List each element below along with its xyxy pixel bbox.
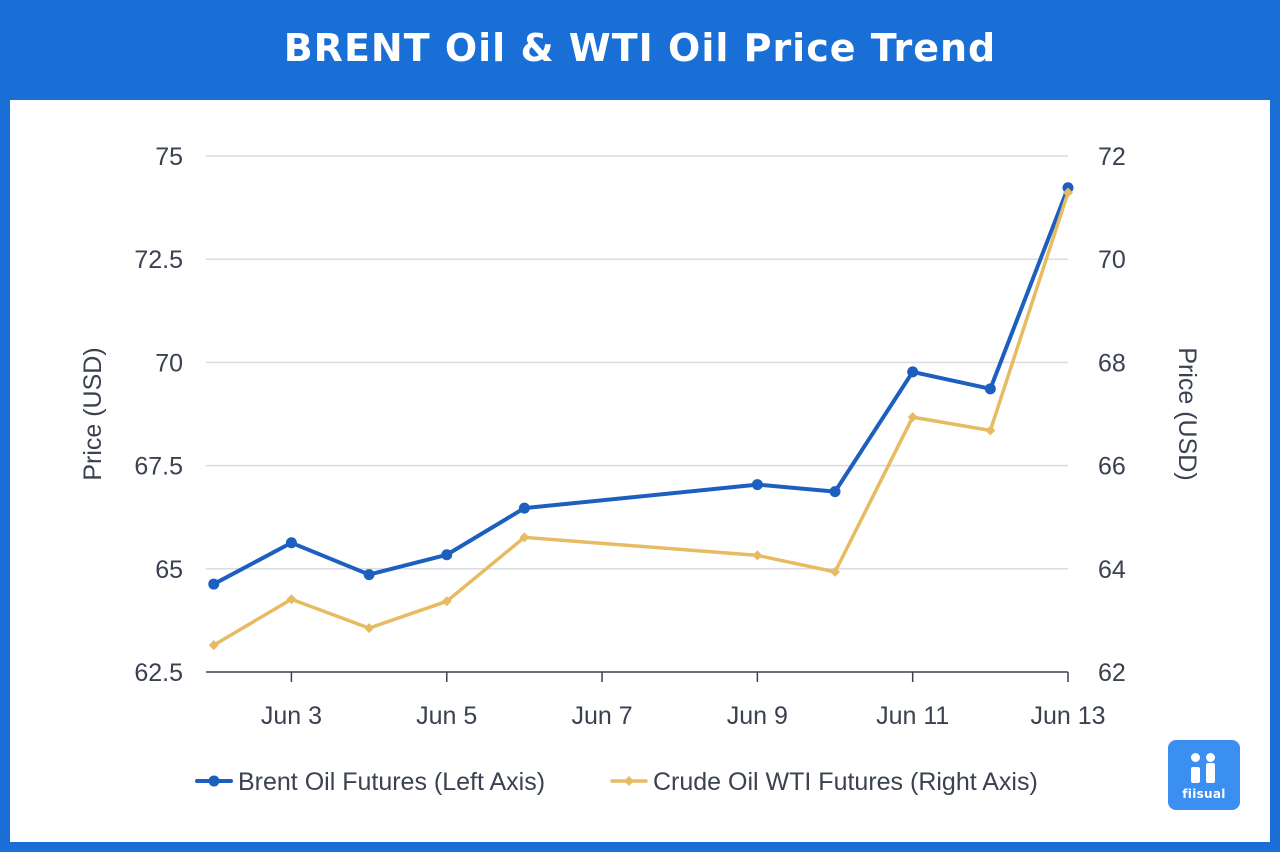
legend-wti-marker — [624, 776, 634, 786]
wti-point — [752, 550, 763, 561]
x-tick-label: Jun 5 — [416, 702, 477, 730]
left-tick-label: 75 — [155, 143, 183, 171]
x-tick-label: Jun 13 — [1030, 702, 1105, 730]
wti-point — [441, 596, 452, 607]
left-tick-label: 62.5 — [134, 659, 183, 687]
brent-point — [984, 383, 996, 395]
wti-point — [907, 412, 918, 423]
brent-point — [208, 578, 220, 590]
wti-point — [1063, 187, 1073, 198]
wti-point — [830, 566, 841, 577]
wti-point — [208, 640, 219, 651]
legend-wti-label: Crude Oil WTI Futures (Right Axis) — [653, 768, 1038, 796]
series-line-wti — [212, 190, 1070, 647]
left-tick-label: 70 — [155, 349, 183, 377]
right-tick-label: 64 — [1098, 556, 1126, 584]
brent-point — [751, 479, 763, 491]
fiisual-logo: fiisual — [1168, 740, 1240, 810]
x-tick-label: Jun 9 — [727, 702, 788, 730]
x-tick-label: Jun 7 — [571, 702, 632, 730]
right-tick-label: 70 — [1098, 246, 1126, 274]
chart-panel — [10, 100, 1270, 842]
left-tick-label: 65 — [155, 556, 183, 584]
brent-point — [518, 502, 530, 514]
legend-brent-label: Brent Oil Futures (Left Axis) — [238, 768, 545, 796]
left-axis-title: Price (USD) — [79, 347, 107, 480]
brent-point — [363, 569, 375, 581]
series-line-brent — [211, 185, 1070, 587]
right-tick-label: 66 — [1098, 453, 1126, 481]
right-axis-title: Price (USD) — [1173, 347, 1201, 480]
brent-point — [829, 486, 841, 498]
logo-text: fiisual — [1182, 787, 1226, 801]
x-tick-label: Jun 11 — [876, 702, 949, 730]
right-tick-label: 62 — [1098, 659, 1126, 687]
x-tick-label: Jun 3 — [261, 702, 322, 730]
logo-icon — [1191, 753, 1217, 783]
brent-point — [907, 366, 919, 378]
brent-point — [285, 537, 297, 549]
wti-point — [364, 623, 375, 634]
right-tick-label: 72 — [1098, 143, 1126, 171]
wti-point — [985, 425, 996, 436]
wti-point — [286, 594, 297, 605]
title-bar: BRENT Oil & WTI Oil Price Trend — [0, 0, 1280, 100]
legend-brent-marker — [208, 775, 220, 787]
left-tick-label: 67.5 — [134, 453, 183, 481]
wti-point — [519, 532, 530, 543]
brent-point — [441, 549, 453, 561]
left-tick-label: 72.5 — [134, 246, 183, 274]
right-tick-label: 68 — [1098, 349, 1126, 377]
chart-title: BRENT Oil & WTI Oil Price Trend — [283, 26, 997, 70]
